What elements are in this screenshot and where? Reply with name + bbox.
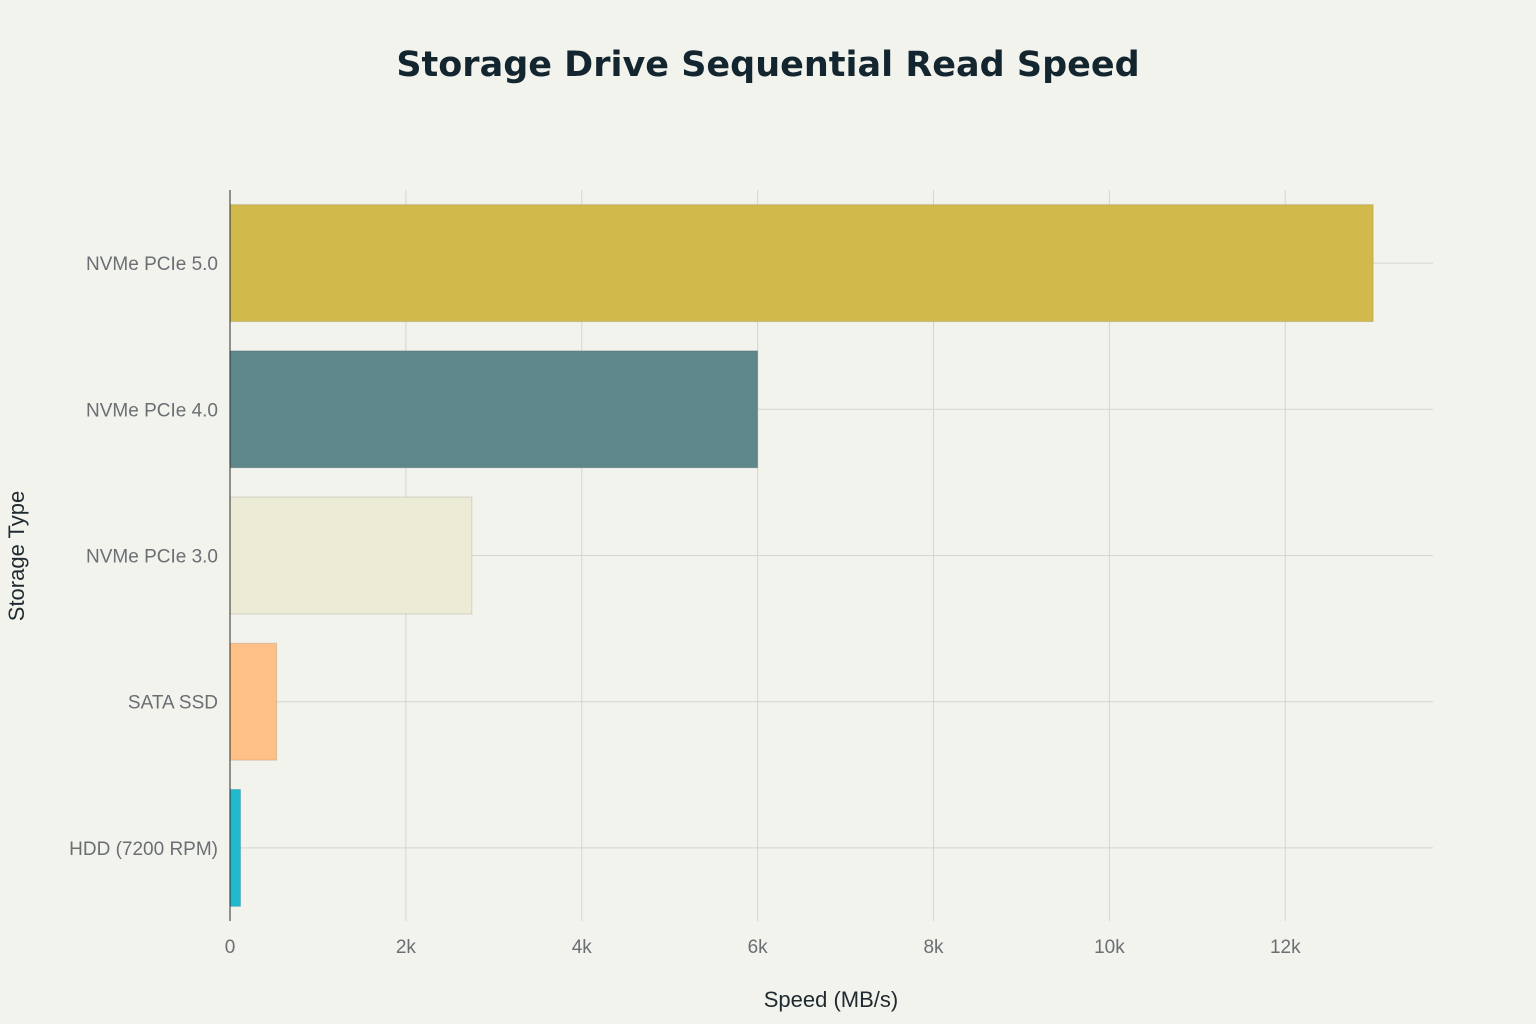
chart-title: Storage Drive Sequential Read Speed bbox=[396, 45, 1139, 85]
y-axis-title: Storage Type bbox=[4, 491, 29, 621]
bar-hdd-7200-rpm[interactable] bbox=[229, 788, 242, 907]
y-tick-label: NVMe PCIe 3.0 bbox=[86, 547, 218, 568]
bar-nvme-pcie-3-0[interactable] bbox=[229, 496, 473, 615]
x-tick-label: 4k bbox=[572, 937, 593, 958]
y-tick-labels: NVMe PCIe 5.0 NVMe PCIe 4.0 NVMe PCIe 3.0 S… bbox=[69, 254, 218, 860]
y-tick-label: NVMe PCIe 4.0 bbox=[86, 400, 218, 421]
x-tick-label: 0 bbox=[225, 937, 236, 958]
bar-nvme-pcie-5-0[interactable] bbox=[229, 204, 1374, 323]
x-axis-title: Speed (MB/s) bbox=[764, 987, 899, 1012]
y-tick-label: NVMe PCIe 5.0 bbox=[86, 254, 218, 275]
y-tick-label: SATA SSD bbox=[128, 693, 218, 714]
bars bbox=[229, 204, 1374, 907]
bar-nvme-pcie-4-0[interactable] bbox=[229, 350, 759, 469]
x-tick-label: 10k bbox=[1094, 937, 1125, 958]
x-tick-labels: 0 2k 4k 6k 8k 10k 12k bbox=[225, 937, 1301, 958]
x-tick-label: 8k bbox=[923, 937, 944, 958]
y-tick-label: HDD (7200 RPM) bbox=[69, 839, 218, 860]
bar-sata-ssd[interactable] bbox=[229, 642, 278, 761]
x-tick-label: 2k bbox=[396, 937, 417, 958]
x-tick-label: 12k bbox=[1270, 937, 1301, 958]
x-tick-label: 6k bbox=[748, 937, 769, 958]
